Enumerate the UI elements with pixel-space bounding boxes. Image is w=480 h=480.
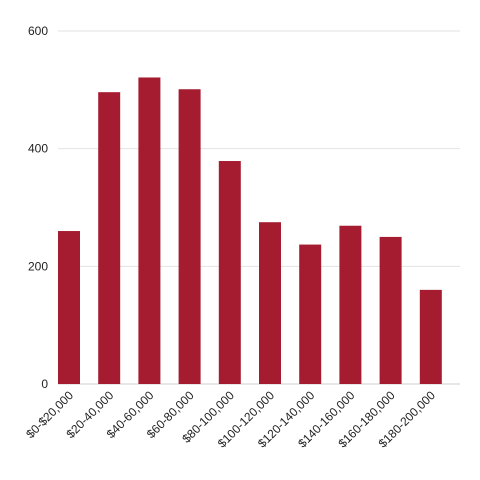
bar xyxy=(138,77,161,384)
bar xyxy=(339,225,362,384)
bar xyxy=(419,289,442,384)
y-tick-label: 400 xyxy=(28,142,48,156)
y-axis-ticks: 0 200 400 600 xyxy=(28,24,48,391)
y-tick-label: 0 xyxy=(41,377,48,391)
bar xyxy=(98,92,121,384)
bar xyxy=(379,236,402,384)
bar xyxy=(259,222,281,384)
bars xyxy=(58,77,442,385)
bar xyxy=(58,231,80,384)
bar xyxy=(299,244,322,384)
bar xyxy=(218,161,241,384)
x-axis-ticks: $0-$20,000$20-40,000$40-60,000$60-80,000… xyxy=(23,388,438,451)
y-tick-label: 200 xyxy=(28,259,48,273)
bar xyxy=(178,89,201,385)
y-tick-label: 600 xyxy=(28,24,48,38)
